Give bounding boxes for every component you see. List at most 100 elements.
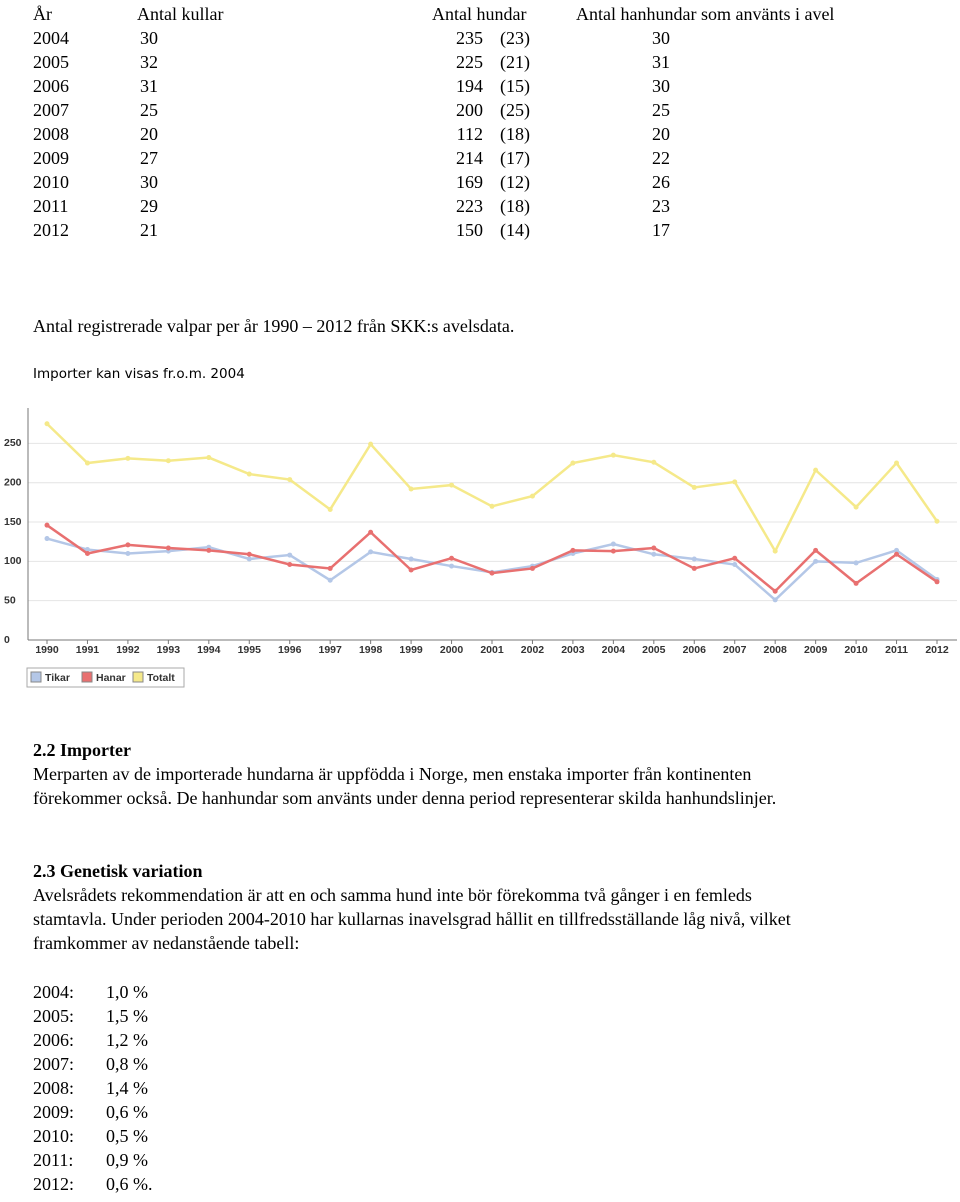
y-tick-label: 150	[4, 516, 22, 528]
data-point	[165, 545, 171, 551]
paragraph-line: stamtavla. Under perioden 2004-2010 har …	[33, 909, 791, 929]
data-point	[287, 477, 293, 483]
data-point	[84, 550, 90, 556]
x-tick-label: 2002	[521, 644, 545, 656]
list-value: 1,4 %	[106, 1078, 148, 1098]
section-heading: 2.3 Genetisk variation	[33, 861, 203, 881]
list-value: 1,5 %	[106, 1006, 148, 1026]
table-cell: 20	[140, 124, 158, 144]
table-cell: (17)	[500, 148, 530, 169]
x-tick-label: 2003	[561, 644, 585, 656]
section-heading: 2.2 Importer	[33, 740, 131, 760]
data-point	[327, 577, 333, 583]
table-cell: 214	[456, 148, 483, 168]
x-tick-label: 2008	[764, 644, 788, 656]
legend-box	[26, 667, 185, 688]
table-cell: 223	[456, 196, 483, 216]
data-point	[125, 455, 131, 461]
data-point	[408, 567, 414, 573]
data-point	[125, 542, 131, 548]
table-cell: 25	[140, 100, 158, 120]
table-cell: 2006	[33, 76, 69, 96]
table-cell: 27	[140, 148, 158, 168]
x-tick-label: 1992	[116, 644, 140, 656]
data-point	[894, 460, 900, 466]
data-point	[853, 580, 859, 586]
x-tick-label: 1991	[76, 644, 100, 656]
data-point	[934, 518, 940, 524]
data-point	[651, 459, 657, 465]
list-year: 2010:	[33, 1126, 74, 1146]
x-tick-label: 2006	[683, 644, 707, 656]
x-tick-label: 2000	[440, 644, 464, 656]
data-point	[44, 522, 50, 528]
x-tick-label: 2005	[642, 644, 666, 656]
table-cell: 23	[652, 196, 670, 216]
y-tick-label: 100	[4, 555, 22, 567]
data-point	[84, 460, 90, 466]
table-cell: (12)	[500, 172, 530, 193]
series-line	[46, 422, 939, 554]
data-point	[813, 558, 819, 564]
table-cell: 200	[456, 100, 483, 120]
data-point	[529, 493, 535, 499]
table-cell: 17	[652, 220, 670, 240]
list-year: 2008:	[33, 1078, 74, 1098]
data-point	[610, 548, 616, 554]
data-point	[246, 551, 252, 557]
data-point	[691, 565, 697, 571]
data-point	[489, 570, 495, 576]
data-point	[853, 504, 859, 510]
list-year: 2005:	[33, 1006, 74, 1026]
paragraph-line: förekommer också. De hanhundar som använ…	[33, 788, 776, 808]
list-year: 2007:	[33, 1054, 74, 1074]
table-cell: 2008	[33, 124, 69, 144]
data-point	[651, 545, 657, 551]
table-cell: 169	[456, 172, 483, 192]
list-value: 0,6 %.	[106, 1174, 153, 1194]
data-point	[368, 549, 374, 555]
legend-swatch	[132, 671, 144, 683]
data-point	[934, 579, 940, 585]
list-year: 2009:	[33, 1102, 74, 1122]
table-cell: (18)	[500, 124, 530, 145]
table-cell: 30	[140, 28, 158, 48]
list-value: 1,0 %	[106, 982, 148, 1002]
data-point	[610, 452, 616, 458]
data-point	[246, 556, 252, 562]
x-tick-label: 2009	[804, 644, 828, 656]
data-point	[489, 503, 495, 509]
data-point	[206, 547, 212, 553]
table-cell: 30	[652, 76, 670, 96]
data-point	[894, 547, 900, 553]
list-value: 1,2 %	[106, 1030, 148, 1050]
table-cell: 20	[652, 124, 670, 144]
data-point	[165, 458, 171, 464]
legend-swatch	[81, 671, 93, 683]
data-point	[853, 560, 859, 566]
paragraph-line: Merparten av de importerade hundarna är …	[33, 764, 751, 784]
legend-label: Hanar	[96, 672, 126, 684]
data-point	[732, 562, 738, 568]
x-tick-label: 2011	[885, 644, 908, 656]
data-point	[408, 556, 414, 562]
table-cell: (15)	[500, 76, 530, 97]
table-header: Antal kullar	[137, 4, 223, 24]
table-cell: 2007	[33, 100, 69, 120]
x-tick-label: 1996	[278, 644, 302, 656]
y-tick-label: 200	[4, 476, 22, 488]
data-point	[84, 547, 90, 553]
table-header: År	[33, 4, 52, 24]
table-cell: 2012	[33, 220, 69, 240]
x-tick-label: 1998	[359, 644, 383, 656]
table-cell: 2011	[33, 196, 68, 216]
list-year: 2006:	[33, 1030, 74, 1050]
x-tick-label: 2004	[602, 644, 626, 656]
y-tick-label: 0	[4, 634, 10, 646]
data-point	[813, 467, 819, 473]
x-tick-label: 1993	[157, 644, 181, 656]
caption: Antal registrerade valpar per år 1990 – …	[33, 316, 514, 336]
table-cell: 150	[456, 220, 483, 240]
data-point	[691, 556, 697, 562]
data-point	[206, 455, 212, 461]
